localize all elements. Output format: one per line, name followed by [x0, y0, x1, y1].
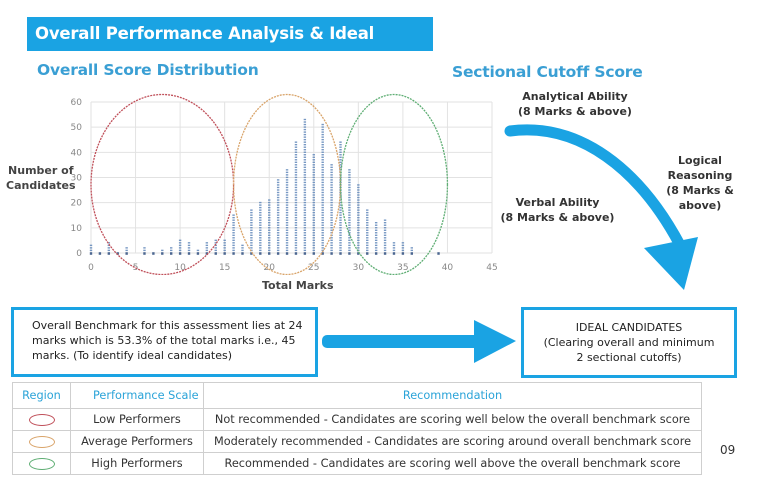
benchmark-box: Overall Benchmark for this assessment li…: [11, 307, 318, 377]
svg-text:0: 0: [76, 249, 82, 259]
scale-cell: Low Performers: [70, 408, 204, 431]
svg-text:20: 20: [71, 199, 83, 209]
svg-text:45: 45: [486, 263, 497, 273]
page-title: Overall Performance Analysis & Ideal Can…: [27, 17, 433, 77]
table-row: Average Performers Moderately recommende…: [12, 430, 702, 453]
scale-cell: High Performers: [70, 452, 204, 475]
high-region-ellipse-icon: [28, 458, 55, 470]
cutoff-verbal: Verbal Ability (8 Marks & above): [500, 196, 615, 224]
header-recommendation: Recommendation: [203, 382, 702, 409]
cutoff-logical: Logical Reasoning (8 Marks & above): [666, 154, 734, 212]
x-axis-label: Total Marks: [262, 279, 334, 292]
svg-text:25: 25: [308, 263, 319, 273]
cutoff-heading: Sectional Cutoff Score: [452, 63, 643, 81]
distribution-heading: Overall Score Distribution: [37, 61, 259, 79]
svg-text:15: 15: [219, 263, 230, 273]
svg-text:30: 30: [353, 263, 365, 273]
straight-arrow-shaft-icon: [322, 335, 502, 348]
cutoff-analytical: Analytical Ability (8 Marks & above): [518, 90, 632, 118]
y-axis-label: Number of Candidates: [6, 164, 76, 192]
page-number: 09: [720, 443, 736, 457]
svg-text:10: 10: [174, 263, 186, 273]
header-scale: Performance Scale: [70, 382, 204, 409]
svg-text:10: 10: [71, 224, 83, 234]
recommendation-cell: Recommended - Candidates are scoring wel…: [203, 452, 702, 475]
recommendation-cell: Not recommended - Candidates are scoring…: [203, 408, 702, 431]
svg-text:40: 40: [71, 148, 83, 158]
svg-text:50: 50: [71, 123, 83, 133]
straight-arrowhead-icon: [474, 320, 516, 363]
legend-table: Region Performance Scale Recommendation …: [12, 382, 702, 475]
average-region-ellipse-icon: [28, 436, 55, 448]
scale-cell: Average Performers: [70, 430, 204, 453]
table-row: Low Performers Not recommended - Candida…: [12, 408, 702, 431]
svg-text:35: 35: [397, 263, 408, 273]
ideal-candidates-box: IDEAL CANDIDATES (Clearing overall and m…: [521, 307, 737, 378]
svg-text:30: 30: [71, 174, 83, 184]
svg-text:40: 40: [442, 263, 454, 273]
svg-text:20: 20: [263, 263, 275, 273]
svg-text:60: 60: [71, 98, 83, 108]
low-region-ellipse-icon: [28, 414, 55, 426]
table-row: High Performers Recommended - Candidates…: [12, 452, 702, 475]
header-region: Region: [12, 382, 71, 409]
svg-text:0: 0: [88, 263, 94, 273]
curved-arrowhead-icon: [644, 237, 698, 290]
recommendation-cell: Moderately recommended - Candidates are …: [203, 430, 702, 453]
